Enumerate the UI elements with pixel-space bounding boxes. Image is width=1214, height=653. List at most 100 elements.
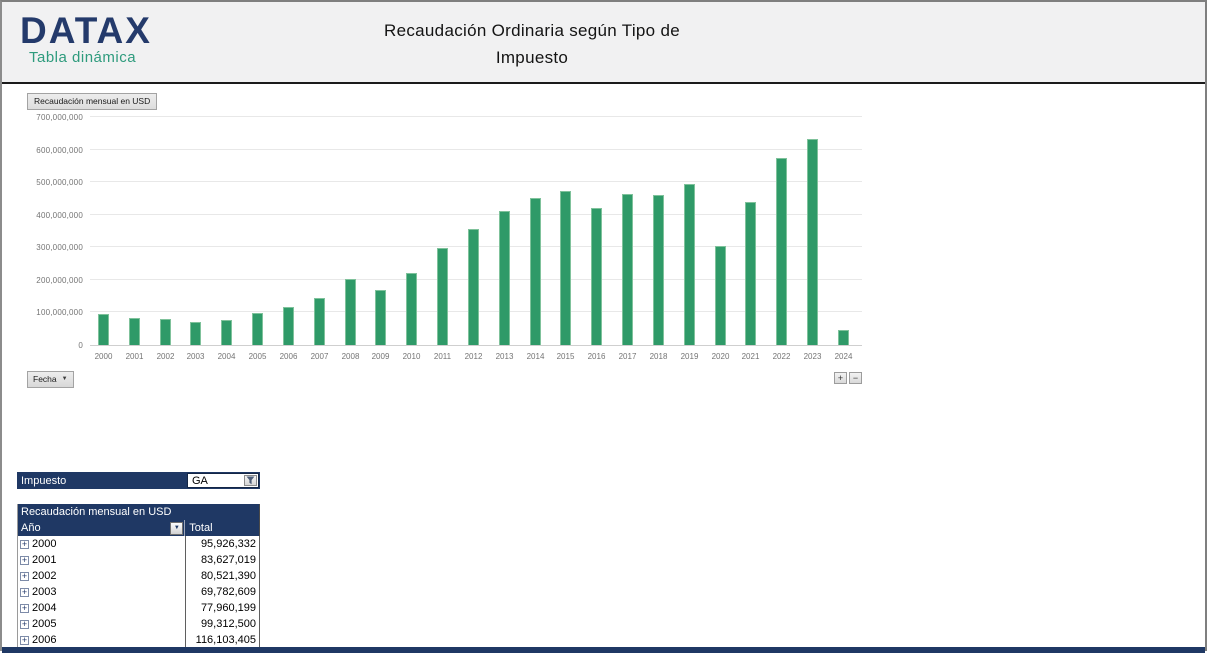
bar-2019[interactable] — [684, 184, 695, 345]
expand-row-button[interactable]: + — [20, 586, 29, 597]
drill-buttons: + − — [834, 372, 862, 384]
x-tick-label: 2019 — [680, 352, 699, 361]
x-tick-label: 2021 — [741, 352, 760, 361]
bar-2000[interactable] — [98, 314, 109, 345]
x-tick-label: 2000 — [94, 352, 113, 361]
y-tick-label: 300,000,000 — [36, 243, 83, 253]
bar-2024[interactable] — [838, 330, 849, 345]
pivot-column-headers: Año ▼ Total — [18, 520, 260, 536]
bar-2023[interactable] — [807, 139, 818, 345]
bar-2001[interactable] — [129, 318, 140, 345]
filter-selected-value: GA — [192, 474, 208, 487]
table-row: +2006 116,103,405 — [18, 632, 260, 648]
table-row: +2002 80,521,390 — [18, 568, 260, 584]
x-tick-label: 2022 — [772, 352, 791, 361]
year-cell: +2005 — [18, 616, 186, 632]
table-row: +2001 83,627,019 — [18, 552, 260, 568]
year-label: 2000 — [32, 538, 57, 550]
filter-value-cell[interactable]: GA — [187, 473, 259, 488]
bar-2012[interactable] — [468, 229, 479, 345]
year-cell: +2001 — [18, 552, 186, 568]
bar-2009[interactable] — [375, 290, 386, 345]
bar-2008[interactable] — [345, 279, 356, 345]
x-tick-label: 2018 — [649, 352, 668, 361]
y-tick-label: 500,000,000 — [36, 178, 83, 188]
expand-row-button[interactable]: + — [20, 618, 29, 629]
bar-2020[interactable] — [715, 246, 726, 345]
x-tick-label: 2006 — [279, 352, 298, 361]
year-cell: +2003 — [18, 584, 186, 600]
x-tick-label: 2010 — [402, 352, 421, 361]
year-label: 2003 — [32, 586, 57, 598]
x-tick-label: 2013 — [495, 352, 514, 361]
bar-2004[interactable] — [221, 320, 232, 345]
y-axis: 0 100,000,000 200,000,000 300,000,000 400,00… — [17, 113, 83, 350]
collapse-field-button[interactable]: − — [849, 372, 862, 384]
year-label: 2004 — [32, 602, 57, 614]
total-value-cell: 80,521,390 — [186, 568, 260, 584]
bar-2006[interactable] — [283, 307, 294, 345]
bar-2016[interactable] — [591, 208, 602, 345]
bar-2022[interactable] — [776, 158, 787, 345]
expand-row-button[interactable]: + — [20, 538, 29, 549]
page-title-line2: Impuesto — [495, 48, 569, 67]
bar-2014[interactable] — [530, 198, 541, 345]
x-tick-label: 2005 — [248, 352, 267, 361]
table-row: +2003 69,782,609 — [18, 584, 260, 600]
x-tick-label: 2023 — [803, 352, 822, 361]
expand-row-button[interactable]: + — [20, 602, 29, 613]
y-tick-label: 0 — [78, 341, 83, 350]
bar-2017[interactable] — [622, 194, 633, 345]
bar-2021[interactable] — [745, 202, 756, 345]
expand-row-button[interactable]: + — [20, 634, 29, 645]
page-title-line1: Recaudación Ordinaria según Tipo de — [384, 21, 680, 40]
expand-field-button[interactable]: + — [834, 372, 847, 384]
x-tick-label: 2003 — [186, 352, 205, 361]
total-value-cell: 83,627,019 — [186, 552, 260, 568]
total-value-cell: 95,926,332 — [186, 536, 260, 552]
x-tick-label: 2009 — [371, 352, 390, 361]
bottom-accent-bar — [2, 647, 1205, 653]
pivot-chart: Recaudación mensual en USD 0 100,000,000 2… — [17, 84, 871, 392]
bar-2007[interactable] — [314, 298, 325, 345]
x-tick-label: 2004 — [217, 352, 236, 361]
y-tick-label: 700,000,000 — [36, 113, 83, 122]
bar-2011[interactable] — [437, 248, 448, 345]
x-tick-label: 2015 — [556, 352, 575, 361]
funnel-icon — [246, 476, 255, 485]
year-label: 2002 — [32, 570, 57, 582]
x-tick-label: 2001 — [125, 352, 144, 361]
pivot-values-header: Recaudación mensual en USD — [18, 504, 260, 520]
x-tick-label: 2002 — [156, 352, 175, 361]
fecha-axis-field-button[interactable]: Fecha ▼ — [27, 371, 74, 388]
pivot-table: Recaudación mensual en USD Año ▼ Total +… — [17, 504, 260, 648]
year-cell: +2006 — [18, 632, 186, 648]
x-tick-label: 2012 — [464, 352, 483, 361]
bar-2013[interactable] — [499, 211, 510, 345]
table-row: +2000 95,926,332 — [18, 536, 260, 552]
filter-label: Impuesto — [21, 474, 67, 487]
x-axis: 2000 2001 2002 2003 2004 2005 2006 2007 2008 2009… — [90, 352, 862, 364]
bar-2002[interactable] — [160, 319, 171, 345]
bar-2005[interactable] — [252, 313, 263, 345]
bar-2018[interactable] — [653, 195, 664, 345]
bar-2003[interactable] — [190, 322, 201, 345]
expand-row-button[interactable]: + — [20, 570, 29, 581]
y-tick-label: 400,000,000 — [36, 210, 83, 220]
x-tick-label: 2020 — [711, 352, 730, 361]
gridline — [90, 148, 862, 150]
filter-dropdown-button[interactable] — [244, 475, 257, 486]
total-value-cell: 69,782,609 — [186, 584, 260, 600]
chart-plot-area — [90, 116, 862, 346]
bar-2015[interactable] — [560, 191, 571, 345]
x-tick-label: 2014 — [526, 352, 545, 361]
table-row: +2005 99,312,500 — [18, 616, 260, 632]
page-title: Recaudación Ordinaria según Tipo de Impu… — [262, 17, 802, 71]
expand-row-button[interactable]: + — [20, 554, 29, 565]
row-field-dropdown-button[interactable]: ▼ — [170, 521, 184, 535]
total-value-cell: 77,960,199 — [186, 600, 260, 616]
header-band: DATAX Tabla dinámica Recaudación Ordinar… — [2, 2, 1205, 84]
chart-values-field-button[interactable]: Recaudación mensual en USD — [27, 93, 158, 110]
bar-2010[interactable] — [406, 273, 417, 345]
